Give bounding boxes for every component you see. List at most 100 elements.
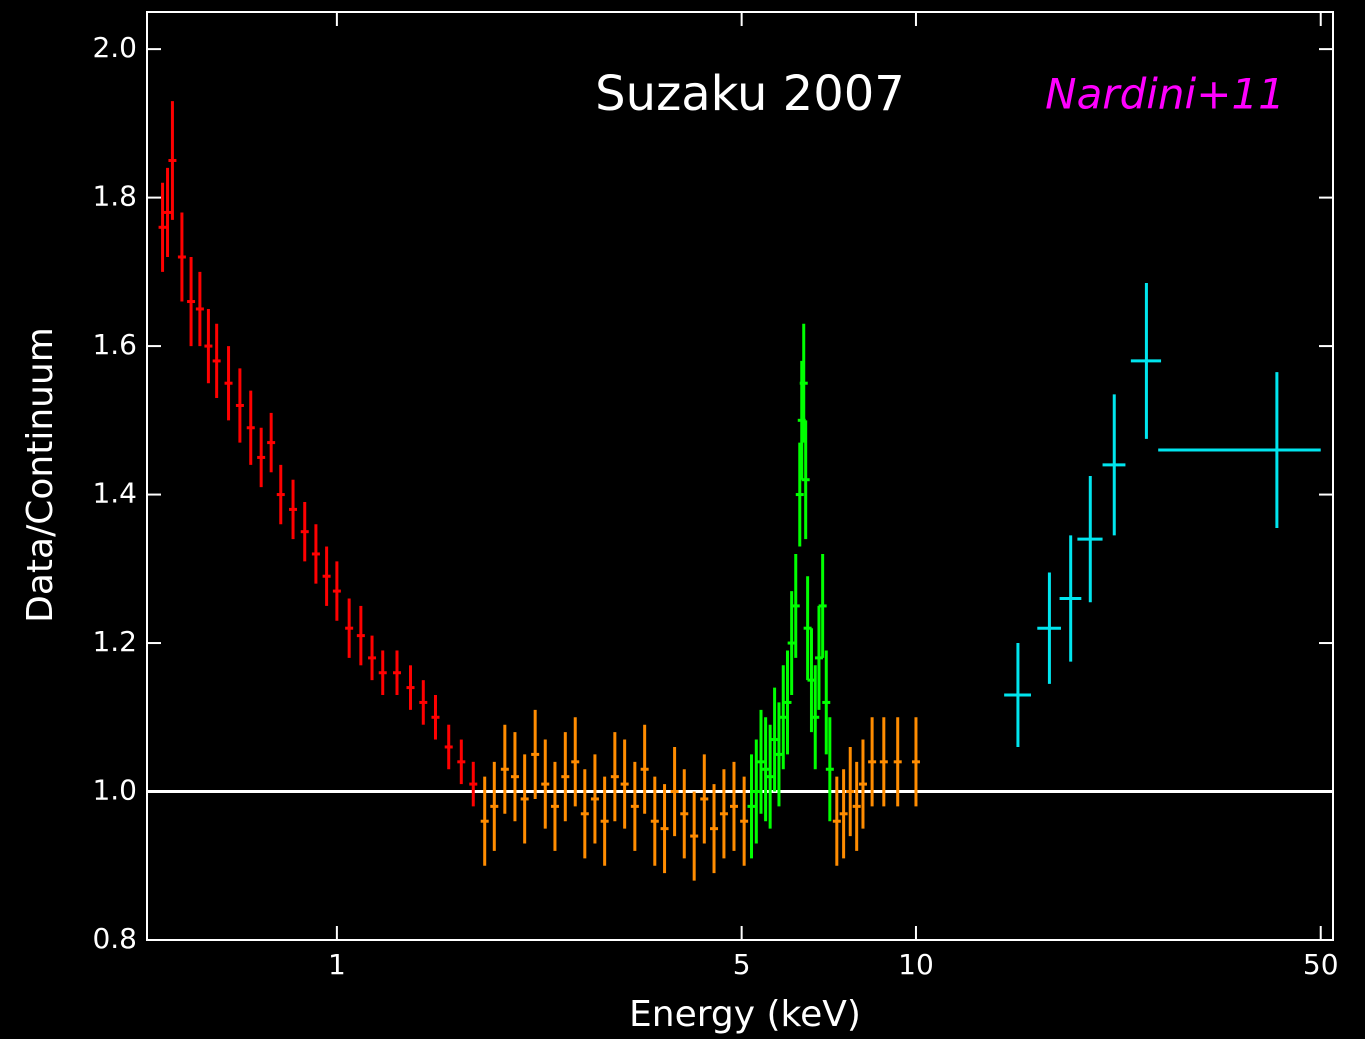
error-bar [630, 761, 639, 851]
error-bar [195, 271, 204, 347]
error-bar [1037, 572, 1061, 684]
error-bar [480, 776, 489, 866]
y-tick-label: 1.6 [92, 328, 137, 361]
y-tick-label: 2.0 [92, 31, 137, 64]
error-bar [500, 724, 509, 814]
error-bar [392, 650, 401, 696]
error-bar [660, 784, 669, 874]
error-bar [610, 732, 619, 822]
error-bar [600, 776, 609, 866]
error-bar [276, 464, 285, 525]
error-bar [541, 739, 550, 829]
error-bar [356, 605, 365, 666]
error-bar [832, 776, 841, 866]
error-bar [852, 761, 861, 851]
error-bar [1004, 643, 1032, 747]
error-bar [799, 323, 808, 443]
error-bar [791, 553, 800, 658]
y-tick-label: 1.0 [92, 774, 137, 807]
error-bar [561, 732, 570, 822]
y-tick-label: 1.2 [92, 625, 137, 658]
error-bar [457, 739, 466, 785]
error-bar [766, 724, 775, 829]
error-bar [719, 769, 728, 859]
error-bar [757, 709, 766, 814]
error-bar [510, 732, 519, 822]
error-bar [818, 553, 827, 658]
error-bar [729, 761, 738, 851]
error-bar [811, 665, 820, 770]
error-bar [378, 650, 387, 696]
error-bar [761, 717, 770, 822]
error-bar [224, 346, 233, 421]
error-bar [740, 776, 749, 866]
error-bar [322, 546, 331, 606]
error-bar [444, 724, 453, 770]
error-bar [550, 761, 559, 851]
error-bar [700, 754, 709, 844]
error-bar [1077, 476, 1103, 603]
error-bar [204, 308, 213, 384]
error-bar [311, 524, 320, 584]
error-bar [235, 368, 244, 443]
error-bar [571, 717, 580, 807]
error-bar [406, 665, 415, 710]
error-bar [332, 561, 341, 621]
error-bar [419, 680, 428, 725]
x-tick-label: 50 [1303, 948, 1339, 981]
error-bar [246, 390, 255, 465]
error-bar [650, 776, 659, 866]
error-bar [680, 769, 689, 859]
error-bar [770, 687, 779, 792]
error-bar [822, 650, 831, 755]
y-axis-label: Data/Continuum [20, 327, 61, 623]
error-bar [690, 791, 699, 881]
chart-title: Suzaku 2007 [595, 66, 905, 122]
error-bar [710, 784, 719, 874]
error-bar [163, 167, 172, 257]
error-bar [801, 420, 810, 540]
error-bar [1059, 535, 1082, 662]
error-bar [177, 212, 186, 302]
error-bar [911, 717, 920, 807]
x-axis-label: Energy (keV) [629, 994, 861, 1035]
x-tick-label: 1 [328, 948, 346, 981]
error-bar [893, 717, 902, 807]
error-bar [257, 427, 266, 488]
error-bar [747, 754, 756, 859]
error-bar [469, 761, 478, 807]
error-bar [212, 323, 221, 399]
error-bar [839, 769, 848, 859]
error-bar [520, 754, 529, 844]
error-bar [490, 761, 499, 851]
error-bar [168, 101, 177, 220]
error-bar [640, 724, 649, 814]
error-bar [300, 501, 309, 562]
error-bar [783, 650, 792, 755]
error-bar [774, 702, 783, 807]
x-tick-label: 10 [898, 948, 934, 981]
error-bar [431, 695, 440, 740]
error-bar [590, 754, 599, 844]
error-bar [620, 739, 629, 829]
error-bar [858, 739, 867, 829]
error-bar [531, 709, 540, 799]
error-bar [779, 665, 788, 770]
plot-frame [146, 11, 1334, 941]
error-bar [158, 182, 167, 272]
error-bar [368, 635, 377, 681]
y-tick-label: 1.4 [92, 477, 137, 510]
y-tick-label: 0.8 [92, 922, 137, 955]
error-bar [187, 256, 196, 347]
error-bar [670, 746, 679, 837]
error-bar [868, 717, 877, 807]
error-bar [879, 717, 888, 807]
y-tick-label: 1.8 [92, 180, 137, 213]
error-bar [345, 598, 354, 658]
error-bar [1158, 372, 1321, 528]
x-tick-label: 5 [733, 948, 751, 981]
error-bar [846, 746, 855, 837]
